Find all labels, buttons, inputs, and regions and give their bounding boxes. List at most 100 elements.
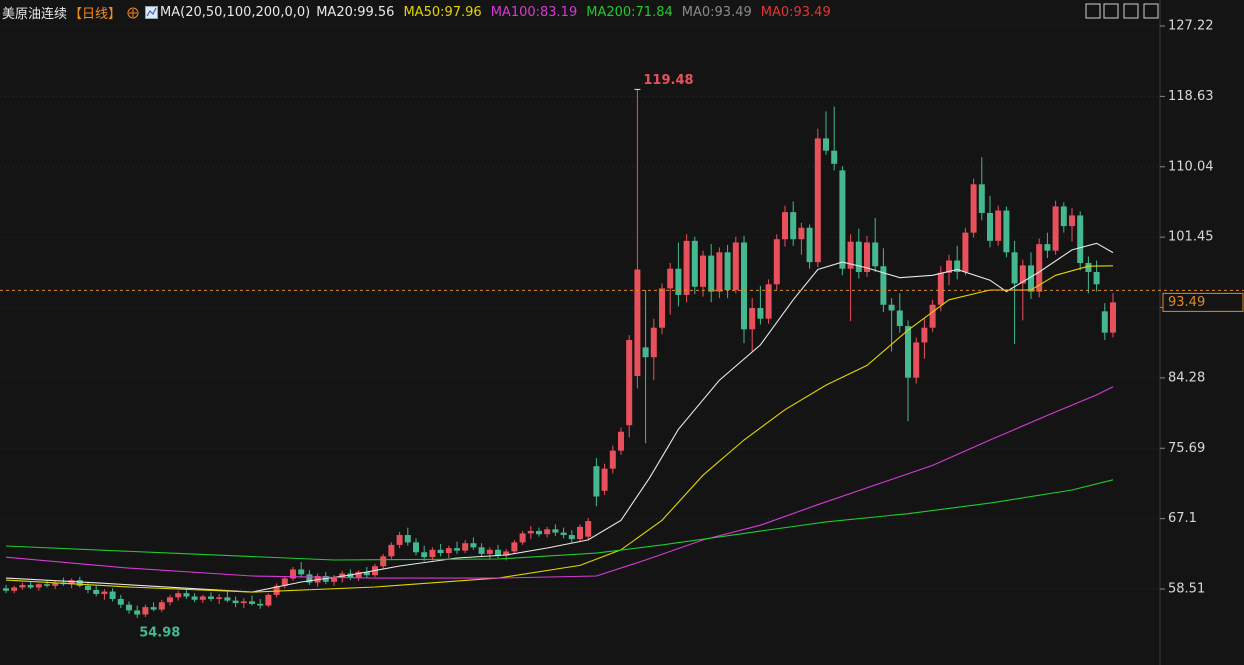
y-tick-label: 67.1: [1168, 511, 1197, 526]
candle-body: [937, 272, 944, 305]
ma-line: [5, 479, 1114, 561]
candle-body: [814, 138, 821, 263]
candle-body: [560, 532, 567, 536]
candle-body: [1019, 265, 1026, 284]
candle-body: [52, 582, 59, 586]
y-tick-label: 58.51: [1168, 582, 1205, 597]
candle-body: [691, 240, 698, 287]
candle-body: [470, 543, 477, 548]
candle-body: [675, 268, 682, 295]
candle-body: [306, 574, 313, 583]
candle-body: [150, 607, 157, 610]
candle-body: [823, 138, 829, 151]
candle-body: [35, 584, 42, 588]
toolbar: [1085, 3, 1159, 19]
candle-body: [905, 326, 911, 378]
candle-body: [659, 288, 665, 328]
candle-body: [527, 530, 534, 534]
candle-body: [1036, 244, 1043, 292]
candle-body: [946, 260, 952, 273]
candle-body: [585, 521, 592, 537]
candle-body: [864, 242, 870, 272]
candle-body: [134, 610, 141, 615]
candle-body: [396, 535, 403, 545]
candle-body: [1044, 244, 1051, 251]
candle-body: [1077, 215, 1084, 263]
candle-body: [1052, 206, 1059, 251]
candle-body: [1069, 215, 1075, 227]
candle-body: [93, 589, 100, 595]
candle-body: [404, 535, 411, 543]
y-tick-label: 84.28: [1168, 370, 1205, 385]
candle-body: [44, 584, 50, 586]
y-tick-label: 101.45: [1168, 230, 1214, 245]
candle-body: [732, 242, 739, 291]
legend-entry: MA0:93.49: [760, 5, 831, 20]
candle-body: [650, 327, 657, 358]
candle-body: [634, 269, 641, 377]
candle-body: [183, 593, 190, 597]
candle-body: [765, 284, 772, 319]
candle-body: [987, 212, 993, 241]
candle-body: [298, 569, 305, 575]
period[interactable]: 【日线】: [69, 7, 122, 22]
candle-body: [240, 601, 247, 604]
candle-body: [716, 252, 723, 292]
candle-body: [601, 468, 608, 491]
tool-button[interactable]: [1103, 3, 1119, 19]
candle-body: [199, 596, 206, 600]
candle-body: [3, 588, 9, 591]
add-icon[interactable]: [127, 7, 139, 19]
candle-body: [388, 544, 395, 557]
ma-line: [5, 386, 1114, 579]
legend-entry: MA200:71.84: [586, 5, 673, 20]
indicator-icon[interactable]: [145, 6, 159, 19]
y-tick-label: 110.04: [1168, 159, 1214, 174]
candle-body: [1060, 206, 1067, 227]
candle-body: [618, 431, 624, 451]
candle-body: [609, 450, 616, 469]
candle-body: [577, 526, 583, 540]
candle-body: [126, 604, 132, 611]
candle-body: [249, 601, 255, 604]
title: 美原油连续: [2, 7, 68, 22]
candle-body: [511, 542, 518, 552]
tool-button[interactable]: [1143, 3, 1159, 19]
candle-body: [76, 580, 83, 586]
header: 美原油连续 【日线】 MA(20,50,100,200,0,0) MA20:99…: [2, 3, 831, 22]
candle-body: [331, 577, 337, 582]
candle-body: [142, 607, 149, 615]
candle-body: [462, 543, 469, 551]
candle-body: [158, 602, 165, 610]
candle-body: [839, 170, 846, 269]
candle-body: [290, 569, 296, 579]
candle-body: [257, 603, 264, 606]
candle-body: [593, 466, 600, 497]
indicator: MA(20,50,100,200,0,0): [160, 5, 311, 20]
candle-body: [741, 242, 747, 330]
last-price-tag: [1162, 292, 1244, 312]
candle-body: [281, 578, 288, 586]
candle-body: [536, 530, 542, 535]
candle-body: [355, 571, 362, 578]
legend-entry: MA50:97.96: [403, 5, 482, 20]
candle-body: [642, 347, 649, 358]
candle-body: [265, 594, 272, 606]
candle-body: [782, 212, 788, 240]
tool-button[interactable]: [1123, 3, 1139, 19]
candle-body: [683, 240, 690, 295]
candle-body: [773, 239, 780, 285]
candle-body: [896, 310, 903, 327]
last-price-label: 93.49: [1168, 295, 1205, 310]
candle-body: [167, 597, 173, 603]
candle-body: [519, 533, 526, 543]
candle-body: [363, 571, 370, 576]
tool-button[interactable]: [1085, 3, 1101, 19]
candle-body: [921, 327, 928, 343]
candle-body: [995, 210, 1002, 241]
candle-body: [117, 598, 124, 605]
y-tick-label: 127.22: [1168, 18, 1214, 33]
candle-body: [880, 266, 887, 305]
